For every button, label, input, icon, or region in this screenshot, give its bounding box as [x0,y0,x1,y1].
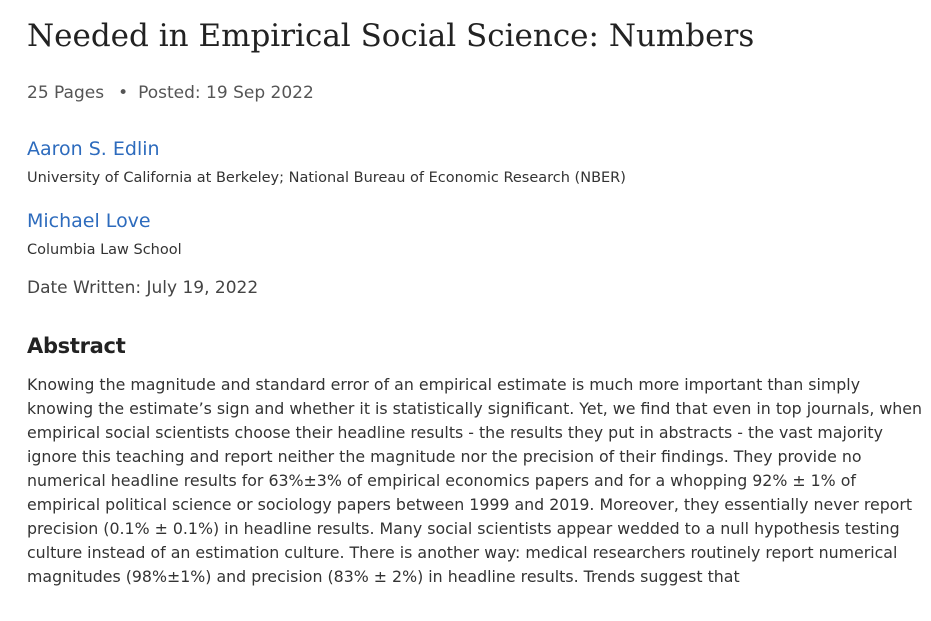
abstract-text: Knowing the magnitude and standard error… [27,375,923,586]
meta-separator: • [118,83,129,103]
author-affiliation-love: Columbia Law School [27,242,182,258]
page-count: 25 Pages [27,83,105,103]
paper-meta: 25 Pages • Posted: 19 Sep 2022 [27,81,314,105]
author-link-love[interactable]: Michael Love [27,210,151,232]
abstract-heading: Abstract [27,334,126,358]
date-written: Date Written: July 19, 2022 [27,278,259,298]
posted-date: Posted: 19 Sep 2022 [138,83,314,103]
paper-title: Needed in Empirical Social Science: Numb… [27,18,755,54]
author-affiliation-edlin: University of California at Berkeley; Na… [27,170,626,186]
author-link-edlin[interactable]: Aaron S. Edlin [27,138,160,160]
